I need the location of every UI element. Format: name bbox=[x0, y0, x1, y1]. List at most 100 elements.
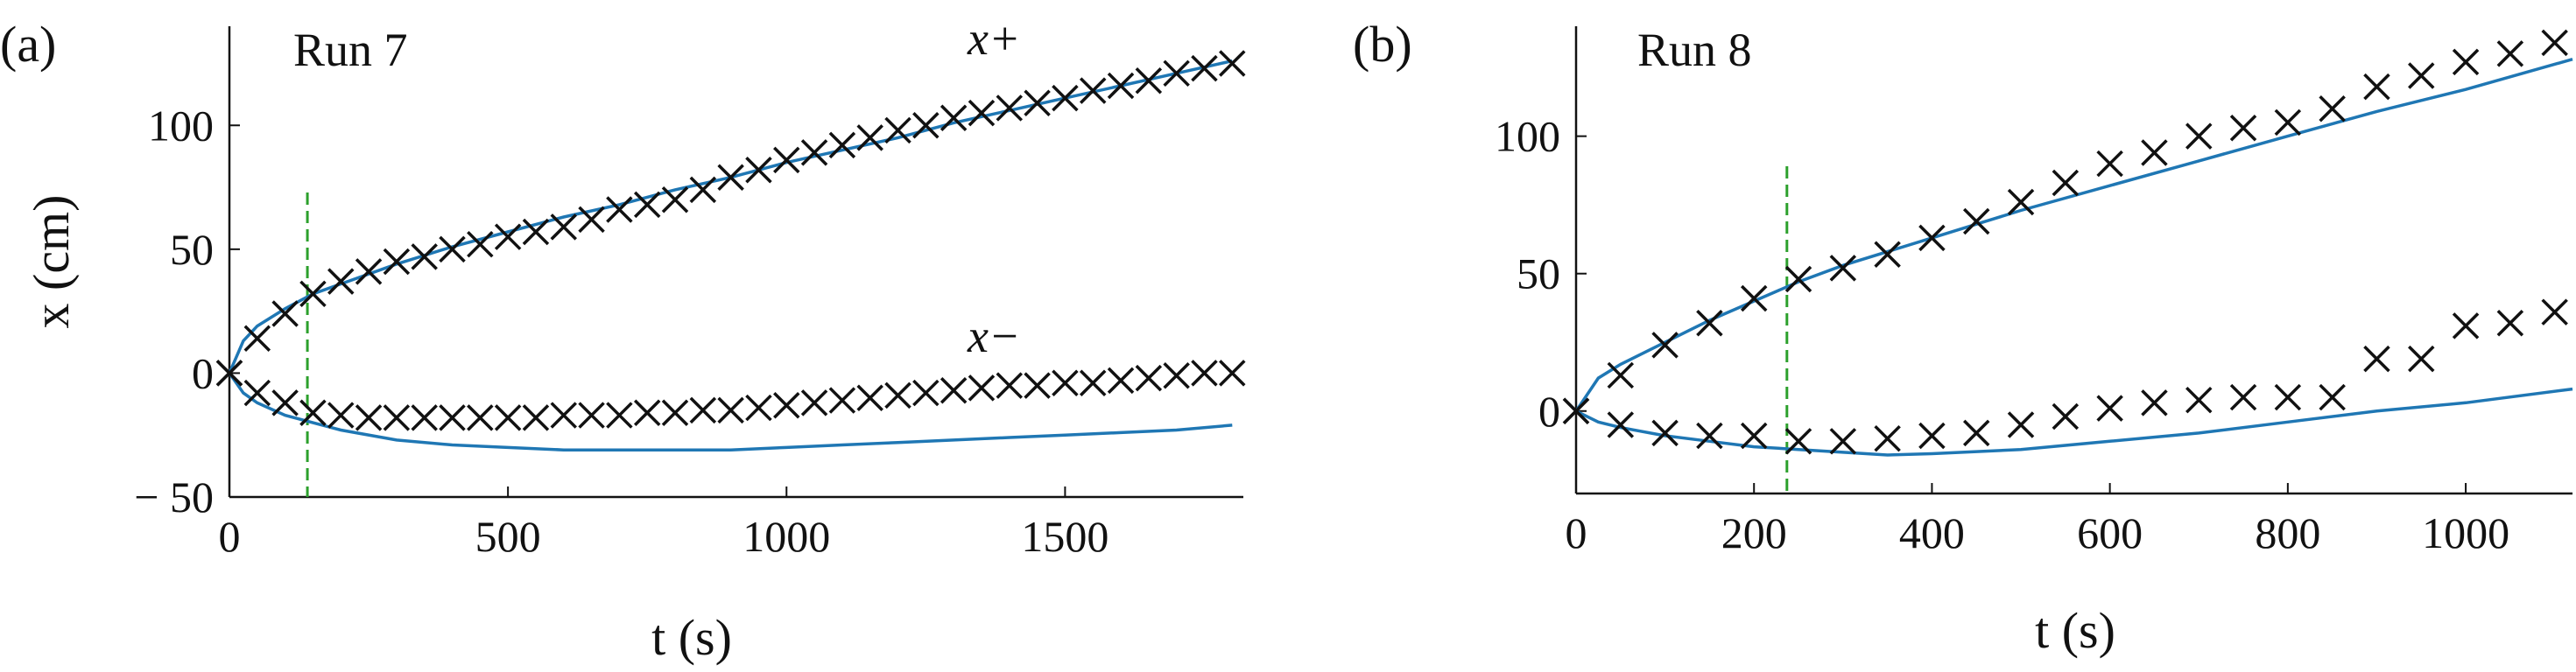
data-marker bbox=[884, 382, 911, 410]
data-marker bbox=[1024, 372, 1051, 399]
data-marker bbox=[884, 116, 911, 144]
data-marker bbox=[2141, 139, 2168, 166]
x-tick-label: 600 bbox=[2077, 508, 2143, 557]
data-marker bbox=[439, 235, 466, 263]
data-marker bbox=[800, 389, 828, 416]
data-marker bbox=[2496, 40, 2524, 67]
x-tick-label: 500 bbox=[475, 512, 541, 561]
data-marker bbox=[2496, 310, 2524, 337]
data-marker bbox=[689, 396, 717, 424]
data-marker bbox=[1052, 369, 1079, 396]
data-marker bbox=[2274, 383, 2302, 411]
data-marker bbox=[1962, 207, 1990, 235]
data-marker bbox=[745, 156, 772, 184]
data-marker bbox=[2363, 345, 2390, 373]
data-marker bbox=[1918, 224, 1946, 252]
data-marker bbox=[1829, 255, 1857, 282]
data-marker bbox=[550, 214, 577, 241]
data-marker bbox=[383, 404, 411, 431]
data-marker bbox=[2319, 94, 2346, 122]
data-marker bbox=[2452, 48, 2480, 76]
data-marker bbox=[1163, 60, 1190, 88]
model-curve bbox=[228, 59, 1233, 374]
chart-title: Run 7 bbox=[293, 24, 408, 76]
data-marker bbox=[271, 300, 299, 327]
data-marker bbox=[494, 404, 522, 431]
data-marker bbox=[2408, 62, 2435, 89]
data-marker bbox=[1191, 54, 1218, 82]
data-marker bbox=[1874, 424, 1901, 452]
chart-title: Run 8 bbox=[1637, 24, 1752, 76]
data-marker bbox=[327, 402, 355, 429]
model-curve bbox=[1575, 387, 2573, 457]
data-marker bbox=[1107, 72, 1135, 100]
x-tick-label: 1500 bbox=[1021, 512, 1109, 561]
data-marker bbox=[2185, 122, 2213, 150]
data-marker bbox=[1562, 397, 1590, 425]
data-marker bbox=[411, 404, 438, 431]
data-marker bbox=[2185, 386, 2213, 414]
data-marker bbox=[661, 186, 689, 214]
data-marker bbox=[1740, 422, 1768, 450]
data-marker bbox=[689, 176, 717, 204]
data-marker bbox=[856, 124, 883, 151]
y-tick-label: 100 bbox=[1495, 112, 1560, 161]
data-marker bbox=[2096, 395, 2123, 422]
y-tick-label: − 50 bbox=[134, 472, 214, 522]
data-marker bbox=[578, 206, 605, 234]
data-marker bbox=[633, 399, 661, 426]
data-marker bbox=[2007, 188, 2035, 216]
data-marker bbox=[1740, 284, 1768, 312]
data-marker bbox=[522, 404, 550, 431]
data-marker bbox=[2141, 389, 2168, 416]
data-marker bbox=[2052, 169, 2080, 197]
data-marker bbox=[1135, 67, 1163, 94]
data-marker bbox=[717, 164, 744, 191]
data-marker bbox=[1651, 419, 1679, 447]
data-marker bbox=[1163, 362, 1190, 389]
data-marker bbox=[1135, 364, 1163, 392]
data-marker bbox=[1079, 369, 1107, 396]
y-tick-label: 100 bbox=[148, 101, 214, 150]
x-tick-label: 0 bbox=[219, 512, 241, 561]
data-marker bbox=[2229, 383, 2257, 411]
data-marker bbox=[1052, 84, 1079, 112]
data-marker bbox=[856, 384, 883, 411]
data-marker bbox=[243, 325, 271, 353]
data-marker bbox=[968, 99, 996, 127]
data-marker bbox=[828, 131, 856, 159]
data-marker bbox=[1829, 428, 1857, 455]
data-marker bbox=[745, 394, 772, 422]
data-marker bbox=[1607, 361, 1635, 389]
data-marker bbox=[355, 258, 383, 285]
data-marker bbox=[578, 402, 605, 429]
data-marker bbox=[1696, 422, 1723, 450]
curve-label: x+ bbox=[967, 12, 1020, 65]
data-marker bbox=[1024, 89, 1051, 117]
data-marker bbox=[800, 139, 828, 166]
data-marker bbox=[494, 223, 522, 250]
data-marker bbox=[439, 404, 466, 431]
data-marker bbox=[327, 268, 355, 295]
data-marker bbox=[661, 399, 689, 426]
data-marker bbox=[633, 191, 661, 219]
data-marker bbox=[271, 389, 299, 416]
data-marker bbox=[828, 387, 856, 414]
data-marker bbox=[940, 104, 968, 132]
data-marker bbox=[773, 391, 800, 419]
y-tick-label: 50 bbox=[1517, 249, 1560, 298]
data-marker bbox=[912, 112, 940, 139]
data-marker bbox=[2363, 73, 2390, 101]
data-marker bbox=[606, 196, 633, 223]
panel-b: 0 200 400 600 800 1000 0 50 100 (b) Run 8 t (s) bbox=[1353, 16, 2573, 659]
y-tick-label: 50 bbox=[170, 225, 214, 274]
x-tick-label: 1000 bbox=[2422, 508, 2509, 557]
data-marker bbox=[215, 360, 243, 387]
data-marker bbox=[355, 404, 383, 431]
model-curve bbox=[1574, 58, 2573, 412]
data-marker bbox=[411, 243, 438, 270]
data-marker bbox=[2229, 114, 2257, 142]
panel-label: (b) bbox=[1353, 16, 1412, 73]
data-marker bbox=[2096, 150, 2123, 178]
